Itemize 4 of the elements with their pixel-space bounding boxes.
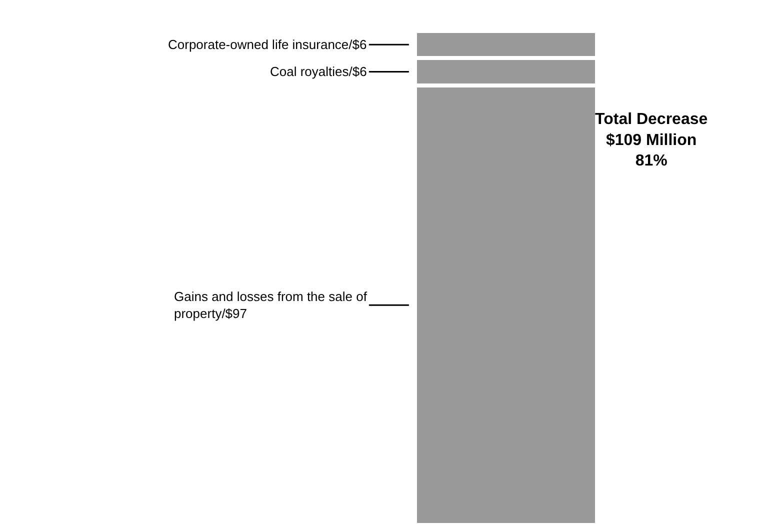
annotation: Total Decrease $109 Million 81% — [595, 111, 708, 170]
text: Corporate-owned life insurance/$6 — [168, 37, 367, 52]
text: Gains and losses from the sale of property/$97 — [174, 289, 368, 321]
text: Coal royalties/$6 — [270, 64, 367, 79]
